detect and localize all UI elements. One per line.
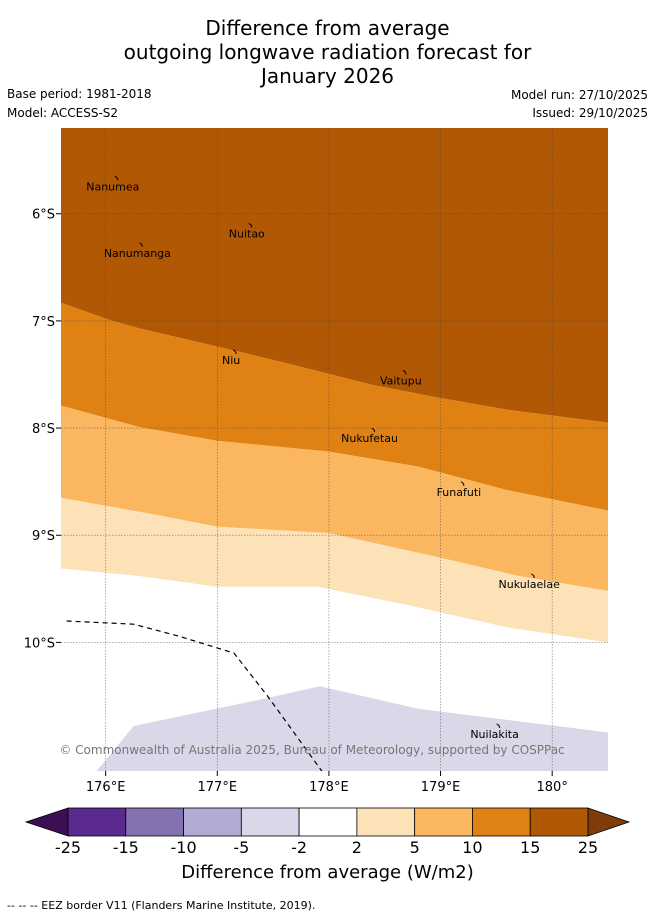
map-plot-area: Nanumea Nuitao Nanumanga Niu Vaitupu Nukufeta… (59, 128, 608, 771)
colorbar-segment (529, 807, 589, 837)
island-label: Funafuti (437, 486, 482, 499)
colorbar-segment (240, 807, 300, 837)
lat-tick-label: 9°S (32, 529, 55, 544)
lon-tick-label: 180° (537, 780, 568, 795)
lon-tick-label: 179°E (421, 780, 461, 795)
colorbar-segment (414, 807, 473, 837)
colorbar-extend-low (24, 807, 69, 837)
island-outline (371, 427, 376, 433)
colorbar-segment (125, 807, 184, 837)
colorbar-tick-label: -5 (233, 838, 249, 857)
island-label: Nukufetau (341, 432, 398, 445)
island-outline (531, 573, 535, 578)
contour-band-neg2-neg5 (96, 686, 608, 771)
lon-tick-label: 177°E (198, 780, 238, 795)
colorbar-segment (67, 807, 127, 837)
colorbar-label: Difference from average (W/m2) (181, 862, 474, 883)
colorbar-tick-label: -10 (170, 838, 196, 857)
base-period: Base period: 1981-2018 (7, 87, 152, 101)
island-label: Vaitupu (380, 374, 422, 387)
eez-footnote: -- -- -- EEZ border V11 (Flanders Marine… (7, 899, 316, 912)
contour-band-15-25 (61, 128, 608, 423)
island-label: Nuitao (229, 228, 265, 241)
colorbar-tick-label: 10 (462, 838, 482, 857)
island-label: Niu (222, 354, 240, 367)
chart-title: Difference from average outgoing longwav… (0, 16, 655, 88)
colorbar-segment (183, 807, 242, 837)
lon-tick-label: 178°E (309, 780, 349, 795)
colorbar-extend-high (587, 807, 631, 837)
colorbar-tick-label: 2 (352, 838, 362, 857)
eez-border-line (66, 620, 323, 771)
colorbar-segment (472, 807, 531, 837)
colorbar-segment (356, 807, 416, 837)
model-name: Model: ACCESS-S2 (7, 106, 119, 120)
island-label: Nukulaelae (499, 578, 561, 591)
title-line-1: Difference from average (205, 16, 450, 40)
title-line-3: January 2026 (260, 64, 395, 88)
island-outline (139, 242, 143, 247)
island-outline (232, 349, 237, 355)
contour-band-5-10 (61, 405, 608, 591)
contour-band-10-15 (61, 302, 608, 511)
island-label: Nuilakita (470, 728, 519, 741)
colorbar-tick-label: 5 (410, 838, 420, 857)
title-line-2: outgoing longwave radiation forecast for (123, 40, 532, 64)
lat-tick-label: 6°S (32, 208, 55, 223)
colorbar-tick-label: -25 (55, 838, 81, 857)
island-label: Nanumea (86, 180, 139, 193)
model-run: Model run: 27/10/2025 (510, 88, 648, 102)
island-outline (248, 223, 253, 228)
colorbar-tick-label: 25 (578, 838, 598, 857)
colorbar-tick-label: 15 (520, 838, 540, 857)
contour-band-2-5 (61, 497, 608, 643)
colorbar-segment (298, 807, 358, 837)
island-outline (402, 369, 407, 375)
copyright-text: © Commonwealth of Australia 2025, Bureau… (59, 743, 564, 757)
colorbar-tick-label: -2 (291, 838, 307, 857)
lat-tick-label: 8°S (32, 422, 55, 437)
colorbar-tick-label: -15 (113, 838, 139, 857)
lat-tick-label: 7°S (32, 315, 55, 330)
island-outline (496, 723, 501, 729)
issued-date: Issued: 29/10/2025 (532, 106, 648, 120)
island-outline (114, 175, 119, 181)
island-outline (460, 481, 465, 486)
lat-tick-label: 10°S (24, 636, 55, 651)
island-label: Nanumanga (104, 247, 171, 260)
lon-tick-label: 176°E (86, 780, 126, 795)
